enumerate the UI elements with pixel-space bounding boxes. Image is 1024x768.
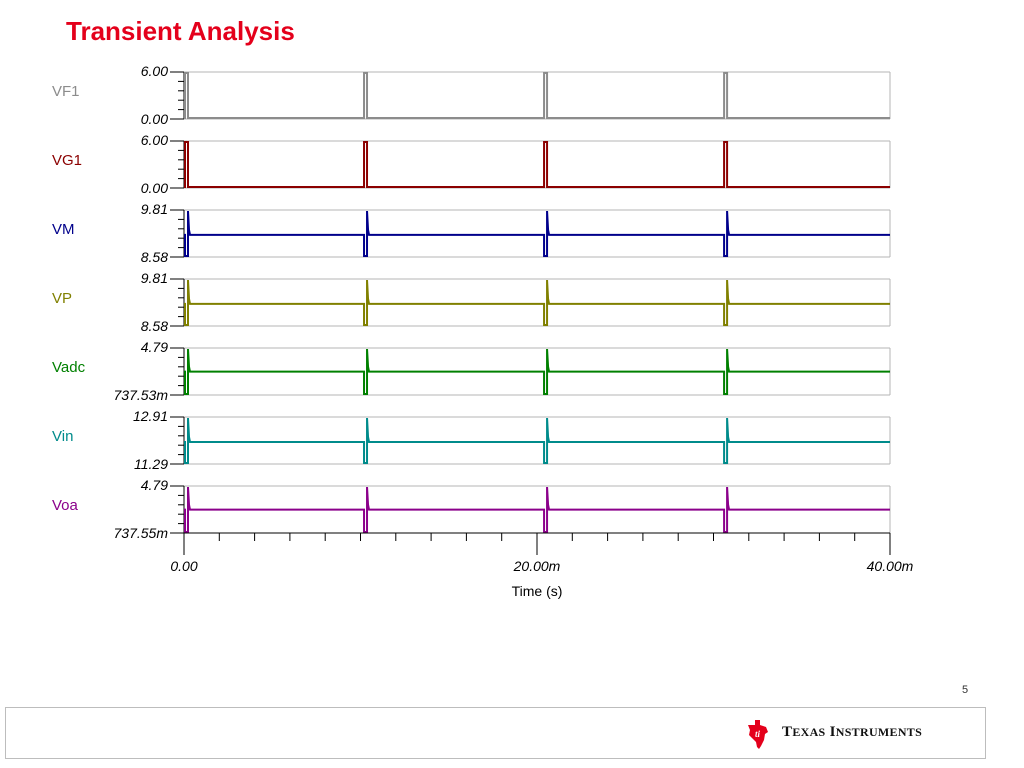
transient-analysis-chart: 6.00 0.00 VF1 6.00 0.00 VG1 9.81 8.58 VM 9.81 8.58… — [52, 63, 914, 599]
y-tick-label-max-voa: 4.79 — [141, 477, 168, 493]
svg-text:ti: ti — [755, 729, 761, 739]
y-tick-label-max-vg1: 6.00 — [141, 132, 168, 148]
series-label-vin: Vin — [52, 428, 73, 445]
series-label-vp: VP — [52, 290, 72, 307]
company-name-i: I — [829, 724, 836, 740]
x-tick-label: 40.00m — [867, 558, 914, 574]
series-line-vp — [184, 279, 890, 326]
page-title: Transient Analysis — [66, 16, 295, 46]
texas-instruments-logo-icon: ti — [748, 720, 768, 749]
x-axis-label: Time (s) — [512, 583, 563, 599]
company-name-nstruments: NSTRUMENTS — [835, 725, 923, 739]
series-label-vf1: VF1 — [52, 83, 80, 100]
y-tick-label-min-vin: 11.29 — [134, 456, 168, 472]
series-line-vg1 — [184, 141, 890, 188]
company-name: TEXAS INSTRUMENTS — [782, 724, 922, 741]
footer-box — [5, 707, 986, 759]
page-number: 5 — [962, 684, 969, 696]
series-line-vf1 — [184, 72, 890, 119]
series-line-voa — [184, 486, 890, 533]
x-tick-label: 0.00 — [170, 558, 197, 574]
series-line-vadc — [184, 348, 890, 395]
y-tick-label-min-vadc: 737.53m — [114, 387, 169, 403]
y-tick-label-max-vf1: 6.00 — [141, 63, 168, 79]
series-label-vm: VM — [52, 221, 75, 238]
series-label-voa: Voa — [52, 497, 79, 514]
y-tick-label-max-vp: 9.81 — [141, 270, 168, 286]
y-tick-label-max-vin: 12.91 — [133, 408, 168, 424]
company-name-t: T — [782, 724, 793, 740]
series-label-vadc: Vadc — [52, 359, 86, 376]
y-tick-label-min-vg1: 0.00 — [141, 180, 168, 196]
y-tick-label-min-vm: 8.58 — [141, 249, 168, 265]
y-tick-label-min-vp: 8.58 — [141, 318, 168, 334]
series-line-vin — [184, 417, 890, 464]
series-line-vm — [184, 210, 890, 257]
series-label-vg1: VG1 — [52, 152, 82, 169]
company-name-exas: EXAS — [792, 725, 826, 739]
y-tick-label-min-vf1: 0.00 — [141, 111, 168, 127]
y-tick-label-min-voa: 737.55m — [114, 525, 169, 541]
y-tick-label-max-vadc: 4.79 — [141, 339, 168, 355]
x-tick-label: 20.00m — [513, 558, 561, 574]
y-tick-label-max-vm: 9.81 — [141, 201, 168, 217]
